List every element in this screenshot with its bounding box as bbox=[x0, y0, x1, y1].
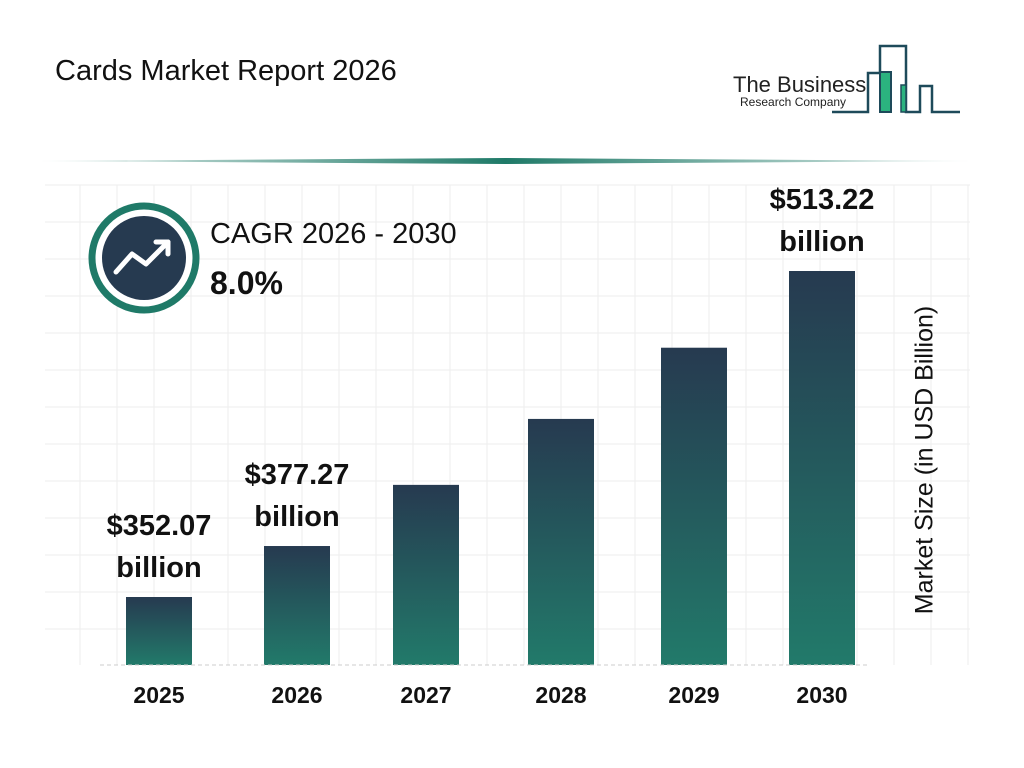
cagr-value: 8.0% bbox=[210, 265, 283, 301]
logo-buildings-icon bbox=[832, 44, 960, 114]
bar-2025 bbox=[126, 597, 192, 665]
data-label: $513.22 billion bbox=[770, 179, 875, 263]
data-label-amount: $513.22 bbox=[769, 184, 875, 216]
bar-2029 bbox=[661, 347, 727, 665]
trend-up-arrow-icon bbox=[113, 239, 171, 275]
x-tick-label: 2030 bbox=[796, 682, 848, 708]
data-label: $377.27 billion bbox=[245, 454, 350, 538]
x-tick-label: 2027 bbox=[400, 682, 452, 708]
x-tick-label: 2026 bbox=[271, 682, 323, 708]
logo-text-line1: The Business bbox=[733, 72, 867, 97]
x-tick-label: 2029 bbox=[668, 682, 720, 708]
header-divider bbox=[40, 158, 970, 164]
bar-2030 bbox=[789, 271, 855, 665]
cagr-badge bbox=[88, 202, 200, 314]
x-tick-label: 2025 bbox=[133, 682, 185, 708]
data-label-amount: $352.07 bbox=[106, 510, 212, 542]
company-logo: The Business Research Company bbox=[720, 40, 970, 120]
chart-title: Cards Market Report 2026 bbox=[55, 55, 397, 87]
data-label-amount: $377.27 bbox=[244, 459, 350, 492]
logo-text-line2: Research Company bbox=[740, 95, 847, 109]
data-label-unit: billion bbox=[254, 501, 340, 534]
data-label-unit: billion bbox=[779, 226, 865, 258]
data-label-unit: billion bbox=[116, 552, 202, 584]
bar-2027 bbox=[393, 484, 459, 665]
x-tick-label: 2028 bbox=[535, 682, 587, 708]
y-axis-label: Market Size (in USD Billion) bbox=[910, 305, 939, 615]
data-label: $352.07 billion bbox=[107, 505, 212, 589]
cagr-label: CAGR 2026 - 2030 bbox=[210, 218, 457, 250]
bar-2028 bbox=[528, 418, 594, 665]
bar-2026 bbox=[264, 546, 330, 665]
